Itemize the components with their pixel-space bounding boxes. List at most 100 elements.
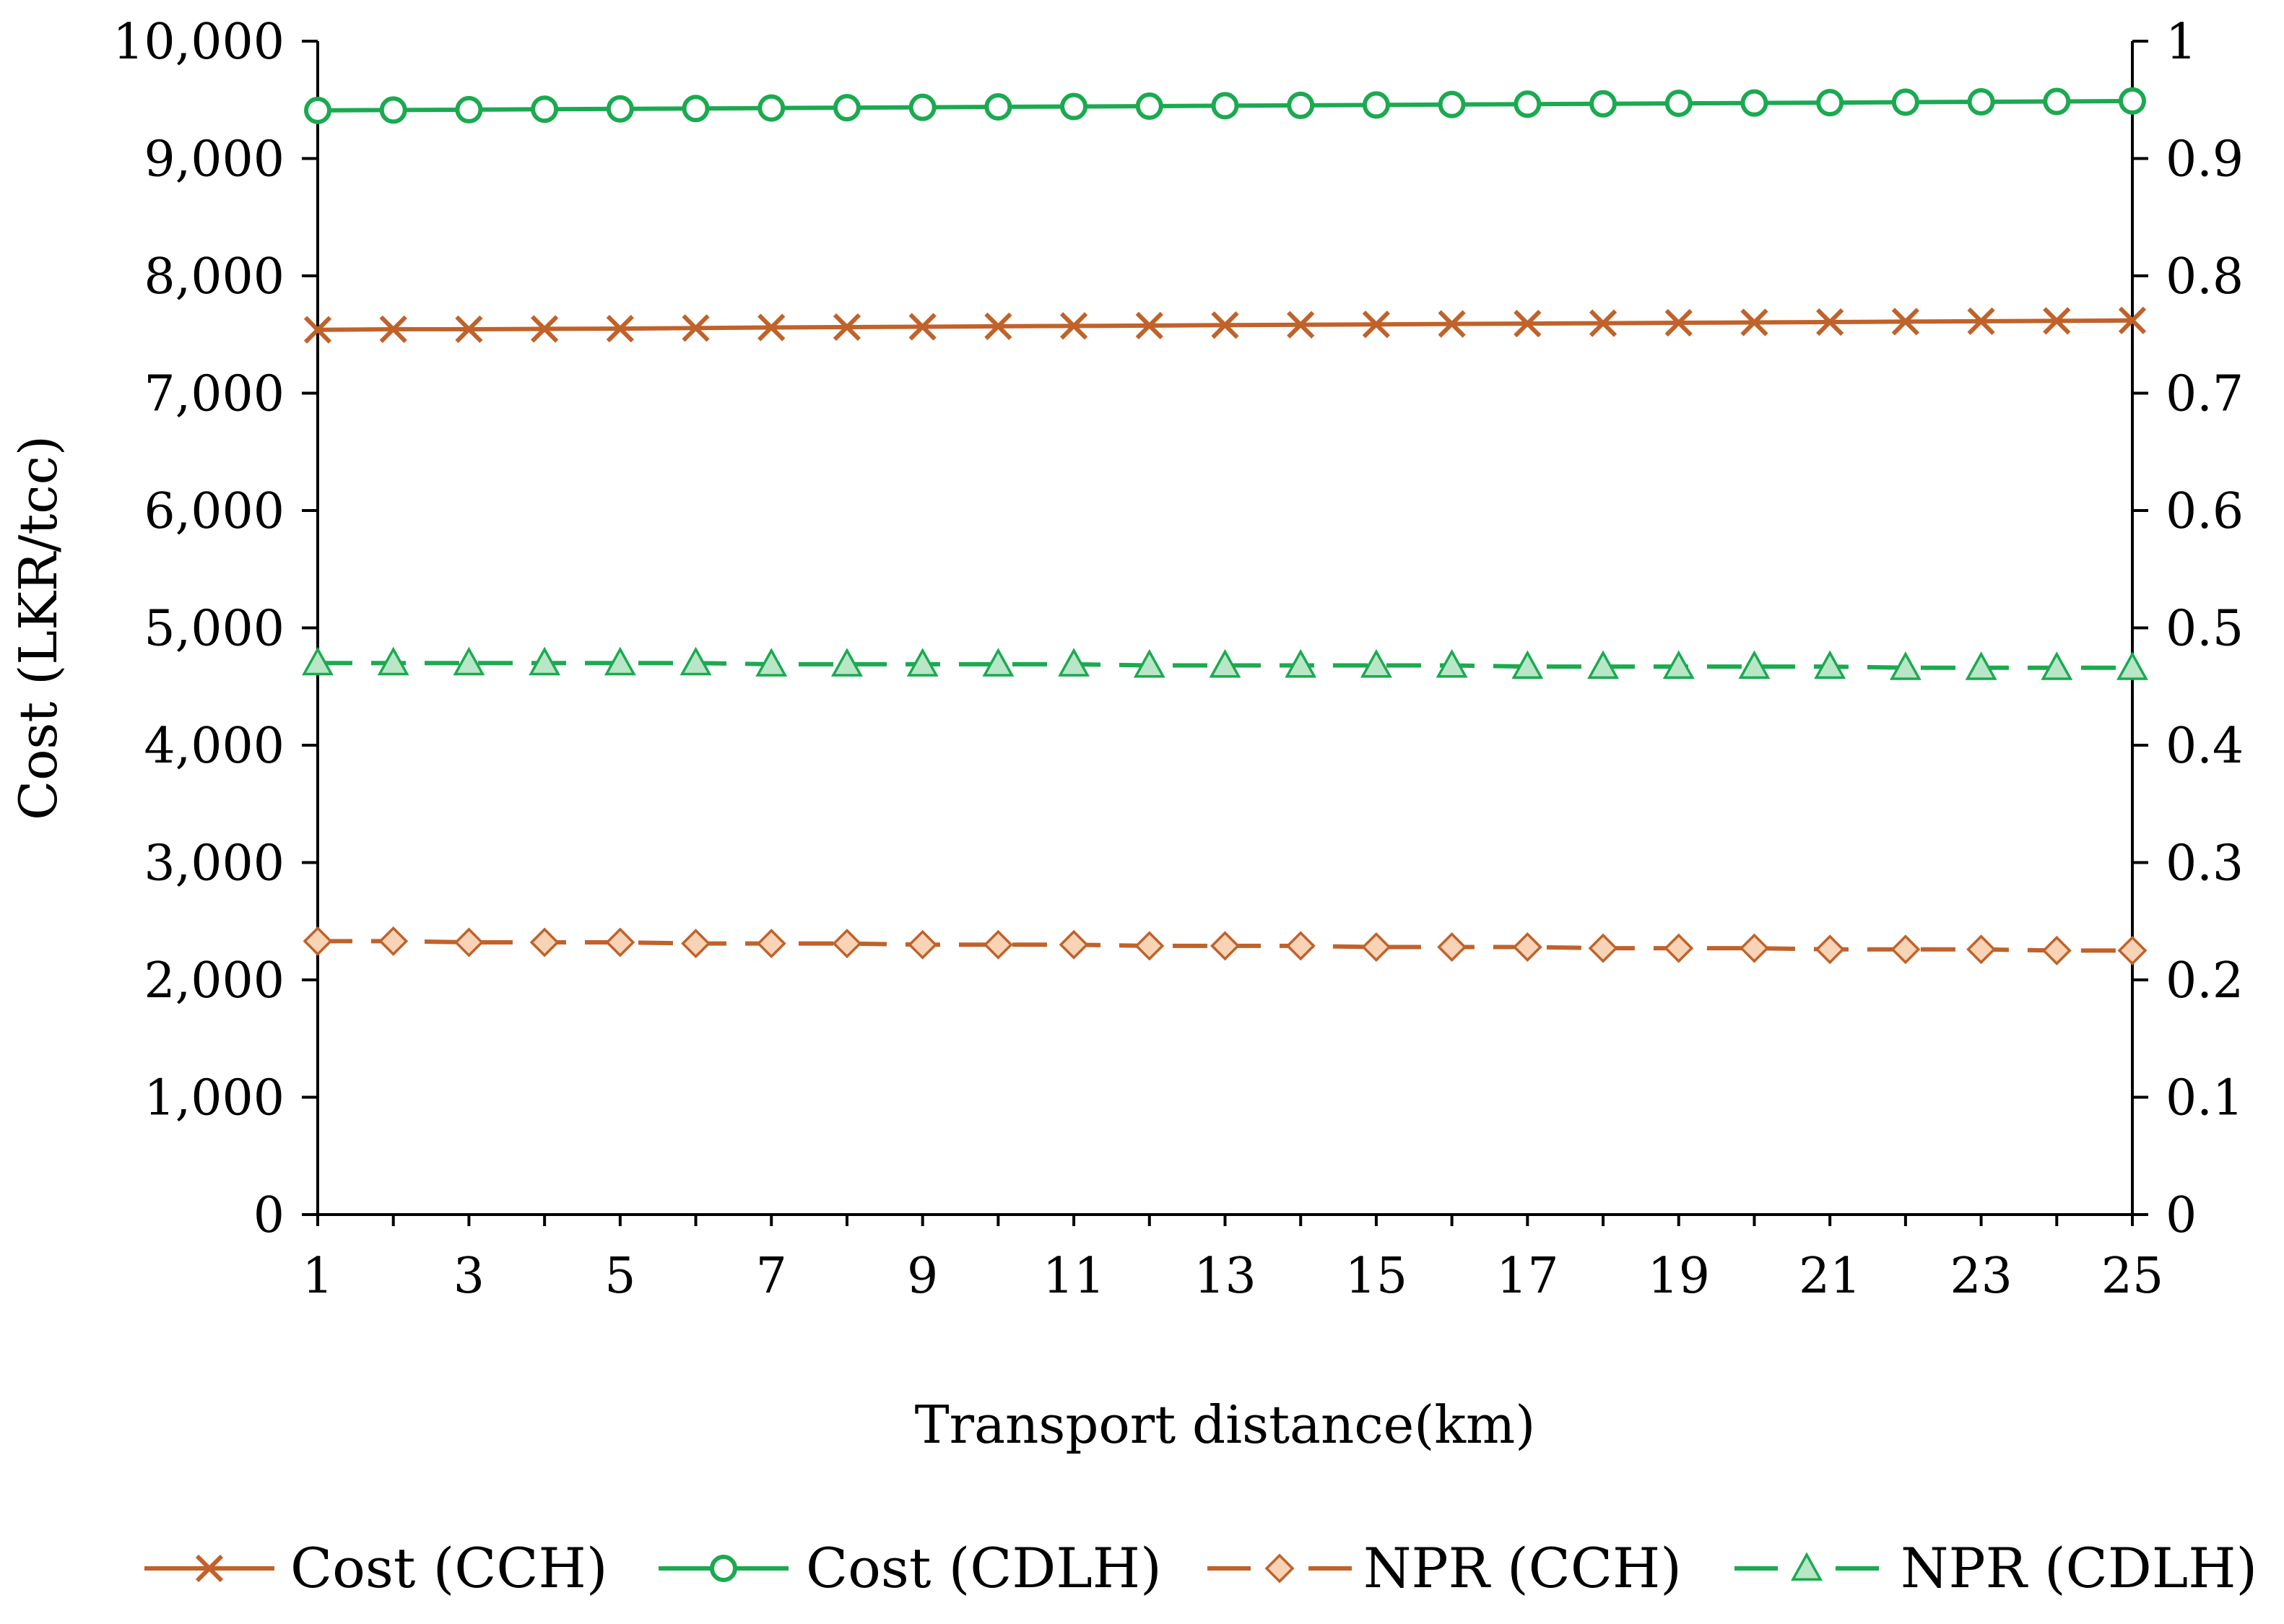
y-left-tick-label: 2,000: [144, 952, 285, 1009]
data-point: [2118, 306, 2147, 334]
data-point: [1740, 89, 1768, 117]
y-right-tick-label: 1: [2166, 14, 2197, 71]
data-point: [908, 929, 938, 960]
legend-marker: [1264, 1553, 1295, 1584]
data-point: [605, 927, 635, 958]
data-point: [1967, 88, 1995, 116]
y-right-tick-label: 0.4: [2166, 718, 2244, 775]
data-point: [529, 646, 561, 676]
data-point: [1362, 91, 1390, 119]
series-npr-cdlh: [302, 646, 2148, 680]
legend-item-npr-cch: NPR (CCH): [1207, 1536, 1682, 1600]
data-point: [455, 95, 483, 123]
x-tick-label: 17: [1496, 1248, 1559, 1305]
x-tick-label: 23: [1950, 1248, 2012, 1305]
data-point: [1664, 90, 1693, 118]
data-point: [982, 648, 1015, 677]
data-point: [302, 646, 334, 676]
x-tick-label: 15: [1345, 1248, 1408, 1305]
data-point: [2041, 651, 2073, 680]
data-point: [303, 316, 332, 344]
data-point: [1133, 648, 1165, 678]
y-left-tick-label: 9,000: [144, 131, 285, 188]
x-tick-label: 13: [1194, 1248, 1256, 1305]
data-point: [1135, 311, 1163, 340]
data-point: [757, 94, 786, 122]
data-point: [1210, 931, 1240, 961]
data-point: [1058, 648, 1090, 677]
data-point: [830, 648, 863, 677]
y-right-tick-label: 0.3: [2166, 835, 2244, 893]
y-left-tick-label: 7,000: [144, 366, 285, 423]
legend-marker: [195, 1554, 224, 1583]
series-layer: [302, 87, 2148, 965]
data-point: [983, 929, 1013, 960]
y-right-tick-label: 0.9: [2166, 131, 2244, 188]
data-point: [1287, 91, 1315, 119]
data-point: [1285, 648, 1317, 678]
series-npr-cch: [303, 926, 2148, 965]
legend-label: Cost (CDLH): [806, 1536, 1162, 1600]
data-point: [679, 646, 712, 676]
y-left-tick-label: 3,000: [144, 835, 285, 893]
data-point: [682, 95, 710, 123]
data-point: [1362, 311, 1391, 339]
data-point: [2043, 307, 2071, 335]
data-point: [1739, 933, 1769, 963]
data-point: [455, 315, 483, 344]
data-point: [756, 929, 786, 959]
data-point: [304, 96, 331, 124]
data-point: [1816, 89, 1844, 117]
data-point: [303, 926, 333, 956]
data-point: [2119, 87, 2146, 115]
axes: 0 1,000 2,000 3,000 4,000 5,000 6,000 7,000 8,00…: [8, 14, 2244, 1455]
data-point: [1287, 311, 1315, 339]
y-right-tick-label: 0.7: [2166, 366, 2244, 423]
x-tick-label: 7: [756, 1248, 787, 1305]
y-left-tick-label: 1,000: [144, 1070, 285, 1127]
legend-label: NPR (CCH): [1363, 1536, 1682, 1600]
data-point: [379, 96, 407, 124]
data-point: [2043, 87, 2071, 116]
x-tick-label: 25: [2101, 1248, 2164, 1305]
x-tick-label: 19: [1647, 1248, 1710, 1305]
data-point: [1285, 931, 1316, 961]
data-point: [1512, 932, 1542, 962]
data-point: [832, 929, 862, 959]
legend: Cost (CCH) Cost (CDLH) NPR (CCH) NPR (CDLH): [144, 1536, 2257, 1600]
legend-marker: [710, 1555, 737, 1582]
data-point: [1438, 90, 1466, 118]
data-point: [1059, 929, 1089, 960]
data-point: [531, 95, 559, 123]
x-tick-label: 21: [1799, 1248, 1862, 1305]
x-tick-label: 11: [1043, 1248, 1106, 1305]
data-point: [453, 927, 484, 958]
data-point: [1890, 934, 1921, 965]
data-point: [1588, 933, 1618, 963]
legend-item-cost-cch: Cost (CCH): [144, 1536, 608, 1600]
data-point: [1891, 308, 1920, 336]
data-point: [1664, 933, 1694, 963]
data-point: [379, 315, 407, 344]
data-point: [2116, 651, 2148, 680]
data-point: [1738, 650, 1771, 679]
data-point: [1589, 309, 1618, 337]
data-point: [833, 313, 861, 342]
data-point: [1967, 307, 1995, 336]
data-point: [755, 648, 788, 677]
data-point: [1589, 90, 1618, 118]
data-point: [606, 315, 634, 343]
data-point: [1587, 650, 1620, 679]
y-left-tick-label: 6,000: [144, 483, 285, 540]
data-point: [2041, 935, 2072, 965]
y-left-tick-label: 0: [253, 1187, 285, 1244]
data-point: [1815, 934, 1845, 965]
data-point: [1965, 651, 1997, 680]
x-tick-label: 9: [907, 1248, 938, 1305]
data-point: [1740, 308, 1768, 336]
data-point: [1514, 90, 1542, 118]
data-point: [984, 93, 1012, 121]
data-point: [1361, 932, 1391, 962]
data-point: [453, 646, 485, 676]
